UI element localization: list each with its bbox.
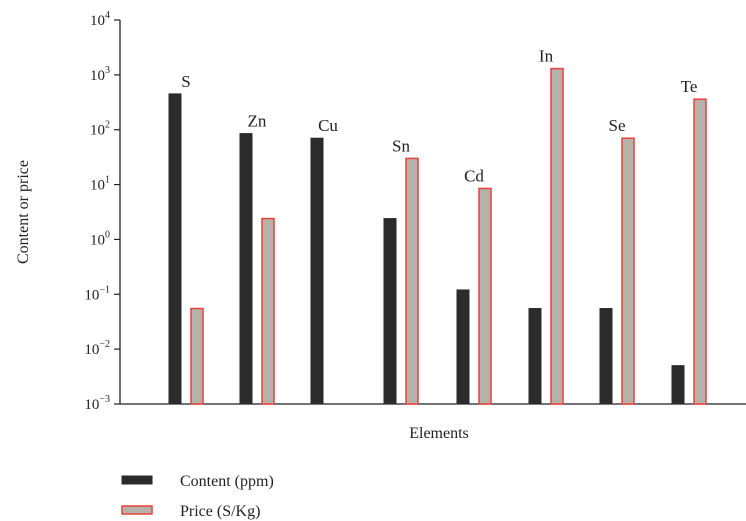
bar-content-s — [168, 93, 182, 405]
bar-content-cu — [310, 137, 324, 405]
bar-content-se — [599, 308, 613, 405]
category-label-cd: Cd — [464, 166, 484, 185]
bar-content-te — [671, 365, 685, 405]
category-labels: S Zn Cu Sn Cd In Se Te — [181, 47, 697, 186]
bar-content-sn — [383, 218, 397, 405]
category-label-s: S — [181, 72, 190, 91]
bar-content-in — [528, 308, 542, 405]
category-label-cu: Cu — [318, 116, 338, 135]
legend-label-price: Price (S/Kg) — [180, 503, 260, 520]
category-label-in: In — [539, 47, 554, 66]
category-label-sn: Sn — [392, 136, 410, 155]
x-axis-title: Elements — [409, 425, 469, 442]
y-axis-title: Content or price — [15, 160, 32, 264]
axes — [119, 20, 746, 405]
legend-swatch-price — [121, 505, 153, 515]
y-tick-label: 104 — [90, 10, 110, 29]
bar-price-in — [550, 67, 564, 405]
bar-content-zn — [239, 133, 253, 405]
category-label-se: Se — [609, 116, 626, 135]
y-ticks: 10−3 10−2 10−1 100 101 102 103 104 — [84, 10, 120, 413]
legend-label-content: Content (ppm) — [180, 473, 274, 490]
legend: Content (ppm) Price (S/Kg) — [121, 473, 274, 520]
y-tick-label: 101 — [90, 175, 110, 194]
bar-price-s — [190, 307, 204, 405]
y-tick-label: 102 — [90, 120, 110, 139]
bar-price-te — [693, 98, 707, 405]
bar-price-se — [621, 137, 635, 405]
category-label-te: Te — [681, 77, 698, 96]
bar-price-cd — [478, 187, 492, 405]
legend-swatch-content — [121, 475, 153, 485]
bar-price-sn — [405, 157, 419, 405]
y-tick-label: 100 — [90, 229, 110, 248]
bars — [168, 67, 707, 405]
y-tick-label: 10−2 — [84, 339, 110, 358]
y-tick-label: 10−3 — [84, 394, 110, 413]
category-label-zn: Zn — [248, 112, 267, 131]
y-tick-label: 10−1 — [84, 284, 110, 303]
y-tick-label: 103 — [90, 65, 110, 84]
bar-price-zn — [261, 217, 275, 405]
bar-content-cd — [456, 289, 470, 405]
